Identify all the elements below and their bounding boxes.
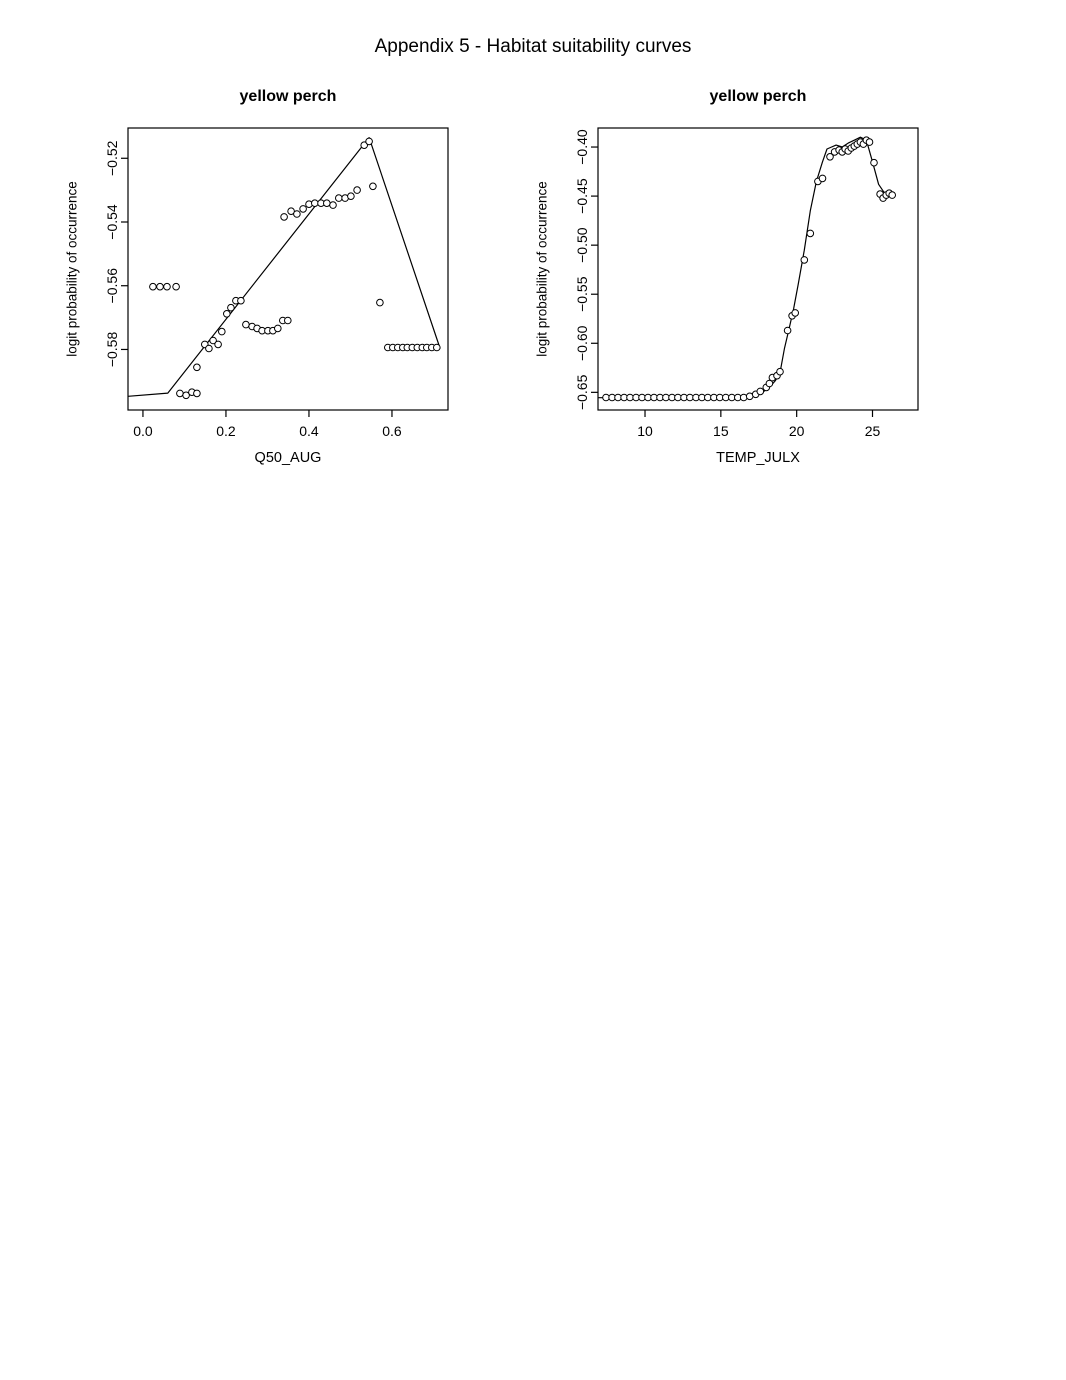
page-title: Appendix 5 - Habitat suitability curves: [374, 36, 692, 57]
chart-q50-aug: yellow perch logit probability of occurr…: [40, 88, 510, 508]
svg-text:0.2: 0.2: [216, 423, 236, 439]
svg-text:−0.50: −0.50: [574, 227, 590, 263]
svg-text:0.0: 0.0: [133, 423, 153, 439]
chart-title: yellow perch: [709, 88, 807, 105]
chart-title: yellow perch: [239, 88, 337, 105]
svg-text:15: 15: [713, 423, 729, 439]
svg-text:−0.58: −0.58: [104, 332, 120, 368]
svg-text:0.4: 0.4: [299, 423, 319, 439]
svg-text:0.6: 0.6: [382, 423, 402, 439]
svg-text:25: 25: [865, 423, 881, 439]
svg-text:−0.54: −0.54: [104, 204, 120, 240]
svg-text:−0.60: −0.60: [574, 325, 590, 361]
svg-text:−0.52: −0.52: [104, 140, 120, 176]
svg-text:−0.55: −0.55: [574, 276, 590, 312]
svg-text:10: 10: [637, 423, 653, 439]
chart-temp-julx: yellow perch logit probability of occurr…: [510, 88, 980, 508]
x-axis-label: TEMP_JULX: [716, 450, 800, 466]
plot-area-temp-julx: 10 15 20 25 −0.40 −0.45 −0.50 −0.55 −0.60 −0.65: [574, 127, 919, 439]
svg-text:−0.40: −0.40: [574, 129, 590, 165]
svg-text:−0.45: −0.45: [574, 178, 590, 214]
plot-area-q50-aug: 0.0 0.2 0.4 0.6 −0.52 −0.54 −0.56 −0.58: [104, 127, 449, 439]
svg-text:−0.65: −0.65: [574, 374, 590, 410]
svg-text:20: 20: [789, 423, 805, 439]
svg-text:−0.56: −0.56: [104, 268, 120, 304]
x-axis-label: Q50_AUG: [254, 450, 322, 466]
